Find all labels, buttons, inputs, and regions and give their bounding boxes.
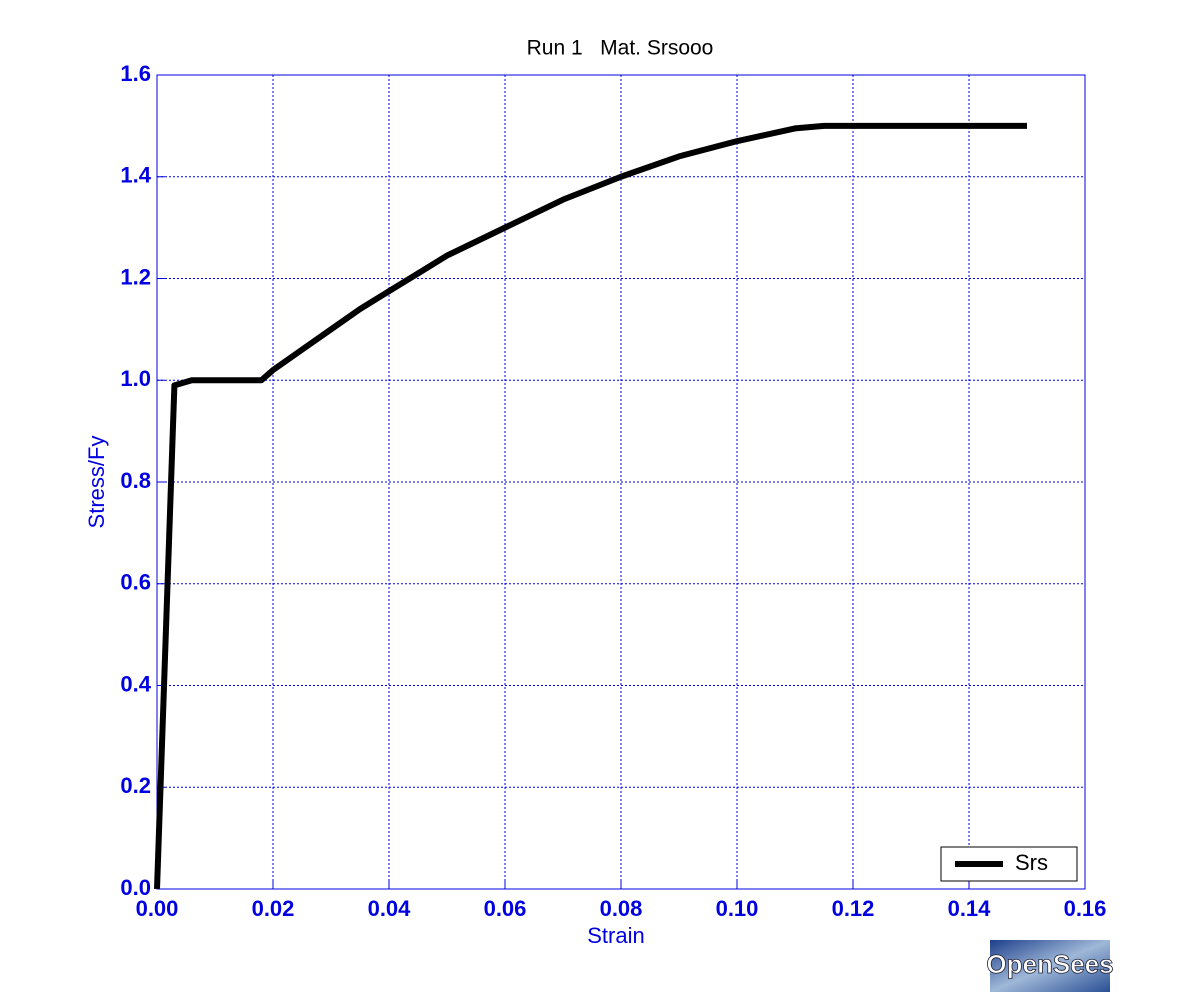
- x-axis-label: Strain: [587, 923, 644, 948]
- x-tick-label: 0.16: [1064, 896, 1107, 921]
- y-tick-label: 1.2: [120, 264, 151, 289]
- x-tick-label: 0.04: [368, 896, 412, 921]
- y-tick-label: 1.0: [120, 366, 151, 391]
- x-tick-label: 0.08: [600, 896, 643, 921]
- x-tick-label: 0.02: [252, 896, 295, 921]
- y-tick-label: 1.4: [120, 163, 151, 188]
- plot-frame: [156, 74, 1086, 890]
- x-tick-label: 0.00: [136, 896, 179, 921]
- y-axis-label: Stress/Fy: [84, 436, 109, 529]
- y-tick-label: 0.2: [120, 773, 151, 798]
- y-tick-label: 0.0: [120, 875, 151, 900]
- chart-title: Run 1 Mat. Srsooo: [527, 37, 714, 60]
- x-tick-label: 0.06: [484, 896, 527, 921]
- y-tick-label: 0.4: [120, 671, 151, 696]
- logo-text: OpenSees: [986, 949, 1113, 979]
- x-tick-label: 0.10: [716, 896, 759, 921]
- x-tick-label: 0.12: [832, 896, 875, 921]
- x-tick-label: 0.14: [948, 896, 992, 921]
- logo: [990, 940, 1110, 992]
- line: [154, 122, 1027, 890]
- y-tick-label: 0.6: [120, 570, 151, 595]
- y-tick-label: 0.8: [120, 468, 151, 493]
- y-tick-label: 1.6: [120, 61, 151, 86]
- legend-label: Srs: [1015, 850, 1048, 875]
